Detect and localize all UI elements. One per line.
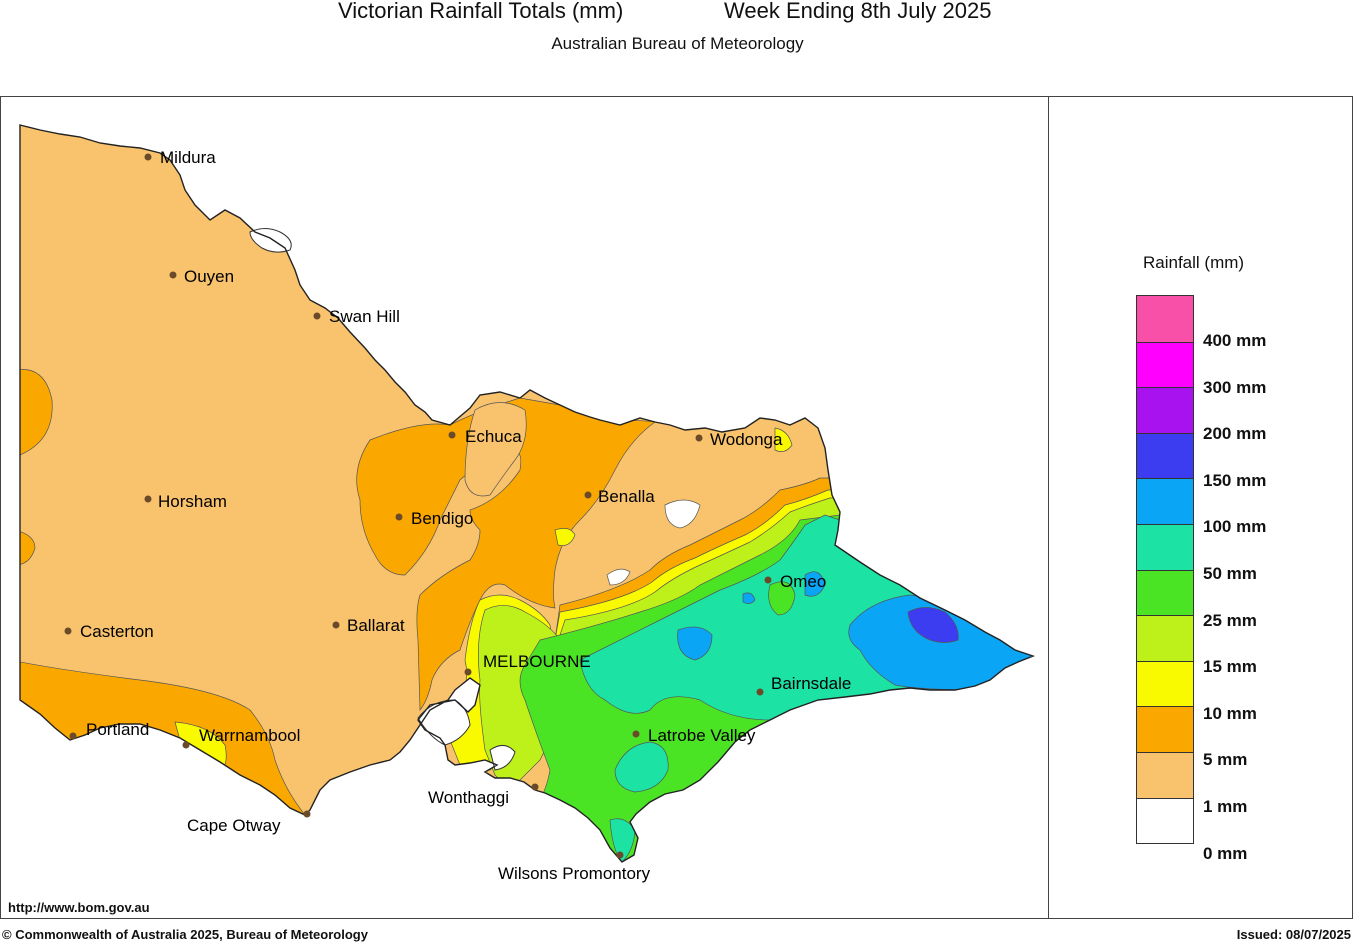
- legend-swatch: [1137, 615, 1193, 661]
- copyright: © Commonwealth of Australia 2025, Bureau…: [2, 927, 368, 942]
- town-melbourne: MELBOURNE: [464, 652, 591, 676]
- town-cape-otway: Cape Otway: [187, 810, 311, 835]
- town-label: Swan Hill: [329, 307, 400, 326]
- town-warrnambool: Warrnambool: [182, 726, 300, 749]
- legend-swatch: [1137, 797, 1193, 844]
- town-label: Ouyen: [184, 267, 234, 286]
- legend-label: 50 mm: [1203, 564, 1257, 583]
- legend-label: 1 mm: [1203, 797, 1248, 816]
- bom-url[interactable]: http://www.bom.gov.au: [8, 900, 150, 915]
- town-label: Casterton: [80, 622, 154, 641]
- legend-swatch: [1137, 706, 1193, 752]
- legend-swatch: [1137, 751, 1193, 798]
- legend-label: 200 mm: [1203, 424, 1267, 444]
- legend-swatch: [1137, 569, 1193, 616]
- town-casterton: Casterton: [64, 622, 154, 641]
- legend-swatch: [1137, 478, 1193, 524]
- legend-label: 300 mm: [1203, 377, 1267, 397]
- legend-label: 150 mm: [1203, 470, 1267, 490]
- legend-label: 5 mm: [1203, 750, 1248, 770]
- legend-title: Rainfall (mm): [1143, 253, 1245, 272]
- legend-label: 0 mm: [1203, 843, 1248, 863]
- legend-label: 15 mm: [1203, 657, 1257, 677]
- map-frame: [0, 96, 1353, 919]
- town-wodonga: Wodonga: [695, 430, 783, 449]
- legend-swatch: [1137, 296, 1193, 342]
- victoria-rainfall-map: Mildura Ouyen Swan Hill Echuca Wodonga H…: [19, 124, 1036, 883]
- town-label: MELBOURNE: [483, 652, 591, 671]
- town-label: Latrobe Valley: [648, 726, 756, 745]
- town-label: Bairnsdale: [771, 674, 851, 693]
- town-bairnsdale: Bairnsdale: [756, 674, 851, 696]
- town-horsham: Horsham: [144, 492, 227, 511]
- legend-swatch: [1137, 432, 1193, 479]
- legend-divider: [1048, 96, 1049, 919]
- town-portland: Portland: [69, 720, 149, 740]
- map-title: Victorian Rainfall Totals (mm): [338, 0, 624, 23]
- town-swan-hill: Swan Hill: [313, 307, 400, 326]
- map-subtitle: Australian Bureau of Meteorology: [551, 34, 804, 53]
- legend-swatch: [1137, 341, 1193, 388]
- town-label: Portland: [86, 720, 149, 739]
- town-label: Omeo: [780, 572, 826, 591]
- town-label: Wodonga: [710, 430, 783, 449]
- map-period: Week Ending 8th July 2025: [724, 0, 992, 23]
- legend-label: 10 mm: [1203, 703, 1257, 723]
- town-label: Warrnambool: [199, 726, 300, 745]
- town-label: Horsham: [158, 492, 227, 511]
- town-label: Mildura: [160, 148, 216, 167]
- town-ballarat: Ballarat: [332, 616, 405, 635]
- town-label: Ballarat: [347, 616, 405, 635]
- town-label: Benalla: [598, 487, 655, 506]
- town-wilsons-promontory: Wilsons Promontory: [498, 851, 651, 883]
- town-label: Cape Otway: [187, 816, 281, 835]
- legend-label: 25 mm: [1203, 610, 1257, 630]
- legend-colorbar: [1136, 295, 1194, 845]
- town-wonthaggi: Wonthaggi: [428, 783, 539, 807]
- legend-swatch: [1137, 660, 1193, 707]
- town-label: Wilsons Promontory: [498, 864, 651, 883]
- town-label: Wonthaggi: [428, 788, 509, 807]
- town-label: Bendigo: [411, 509, 473, 528]
- town-mildura: Mildura: [144, 148, 216, 167]
- town-omeo: Omeo: [764, 572, 826, 591]
- legend-swatch: [1137, 523, 1193, 570]
- town-label: Echuca: [465, 427, 522, 446]
- town-bendigo: Bendigo: [395, 509, 473, 528]
- town-echuca: Echuca: [448, 427, 522, 446]
- town-benalla: Benalla: [584, 487, 655, 506]
- town-ouyen: Ouyen: [169, 267, 234, 286]
- legend-label: 100 mm: [1203, 517, 1267, 537]
- legend-swatch: [1137, 387, 1193, 433]
- issued-date: Issued: 08/07/2025: [1236, 927, 1351, 942]
- town-latrobe-valley: Latrobe Valley: [632, 726, 756, 745]
- legend-label: 400 mm: [1203, 331, 1267, 350]
